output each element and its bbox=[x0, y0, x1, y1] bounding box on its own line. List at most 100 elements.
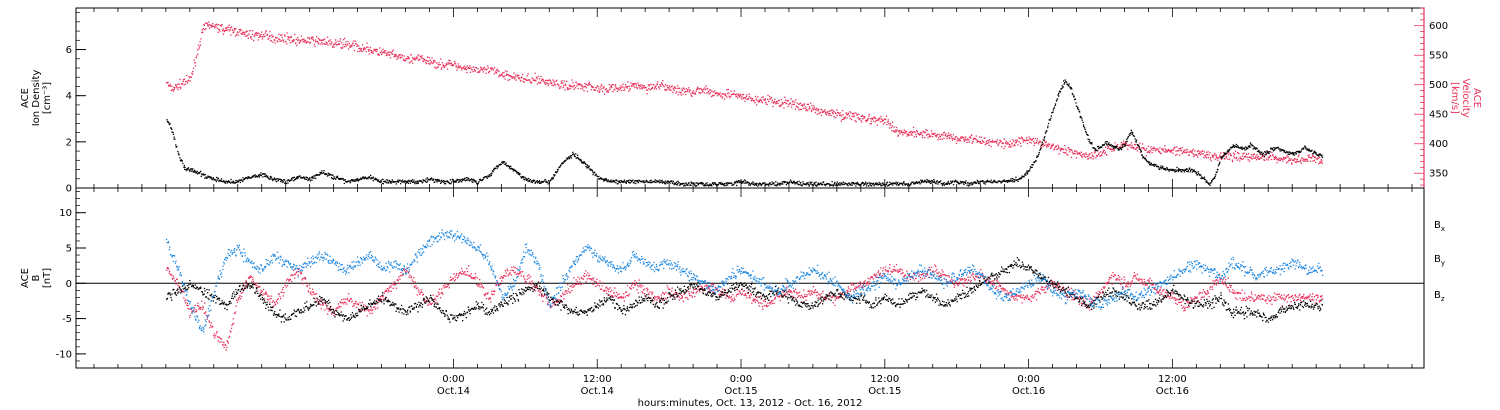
density-point bbox=[807, 182, 809, 184]
velocity-point bbox=[863, 116, 866, 119]
velocity-point bbox=[607, 91, 609, 93]
velocity-point bbox=[600, 83, 602, 86]
density-point bbox=[969, 182, 971, 184]
velocity-point bbox=[394, 55, 396, 57]
velocity-point bbox=[1232, 152, 1235, 154]
velocity-point bbox=[374, 49, 376, 51]
density-point bbox=[1054, 104, 1056, 106]
density-point bbox=[789, 179, 792, 181]
velocity-point bbox=[1242, 153, 1244, 155]
velocity-point bbox=[921, 136, 923, 139]
velocity-point bbox=[1009, 140, 1011, 142]
velocity-point bbox=[953, 138, 955, 140]
bz-point bbox=[266, 293, 268, 295]
velocity-point bbox=[667, 87, 669, 89]
density-point bbox=[526, 179, 528, 181]
velocity-point bbox=[895, 130, 897, 133]
density-point bbox=[528, 180, 530, 183]
density-point bbox=[266, 175, 269, 177]
density-point bbox=[1319, 153, 1321, 155]
density-point bbox=[1315, 153, 1317, 155]
velocity-point bbox=[1204, 156, 1207, 158]
velocity-point bbox=[686, 91, 688, 93]
density-point bbox=[496, 165, 498, 168]
density-point bbox=[239, 181, 241, 184]
velocity-point bbox=[488, 72, 490, 74]
velocity-point bbox=[223, 30, 225, 33]
density-point bbox=[351, 179, 353, 181]
bz-point bbox=[353, 303, 355, 305]
velocity-point bbox=[647, 84, 650, 86]
density-point bbox=[1158, 166, 1160, 168]
density-point bbox=[500, 163, 502, 165]
density-point bbox=[1028, 170, 1031, 172]
velocity-point bbox=[659, 84, 661, 86]
velocity-point bbox=[352, 42, 354, 45]
density-point bbox=[690, 182, 693, 184]
density-point bbox=[477, 183, 479, 185]
density-point bbox=[524, 176, 526, 178]
velocity-point bbox=[281, 34, 283, 36]
density-point bbox=[1250, 143, 1252, 145]
velocity-point bbox=[609, 88, 611, 91]
density-point bbox=[682, 183, 684, 185]
velocity-point bbox=[246, 30, 248, 32]
velocity-point bbox=[414, 59, 416, 61]
density-point bbox=[613, 181, 615, 183]
density-point bbox=[594, 174, 596, 177]
velocity-point bbox=[449, 62, 452, 64]
velocity-point bbox=[251, 30, 254, 32]
density-point bbox=[1174, 171, 1176, 173]
density-point bbox=[283, 179, 285, 181]
density-point bbox=[177, 152, 180, 154]
velocity-point bbox=[607, 89, 609, 92]
density-point bbox=[1220, 156, 1222, 158]
density-point bbox=[352, 179, 354, 181]
density-point bbox=[305, 178, 307, 181]
velocity-point bbox=[706, 88, 709, 90]
density-point bbox=[504, 163, 507, 166]
density-point bbox=[773, 182, 775, 185]
density-point bbox=[779, 183, 781, 185]
density-point bbox=[1153, 165, 1155, 167]
density-point bbox=[934, 182, 936, 184]
velocity-point bbox=[614, 85, 616, 87]
density-point bbox=[1031, 166, 1033, 168]
velocity-point bbox=[1133, 146, 1135, 149]
velocity-point bbox=[530, 81, 532, 83]
density-point bbox=[703, 184, 705, 187]
bz-point bbox=[359, 308, 361, 310]
velocity-point bbox=[375, 48, 377, 50]
density-point bbox=[1172, 168, 1174, 171]
density-point bbox=[1146, 160, 1148, 163]
density-point bbox=[384, 181, 386, 183]
density-point bbox=[806, 182, 808, 184]
velocity-point bbox=[1185, 152, 1187, 154]
velocity-point bbox=[256, 34, 258, 36]
velocity-point bbox=[1321, 162, 1323, 164]
velocity-point bbox=[728, 95, 730, 97]
density-point bbox=[1087, 134, 1089, 136]
velocity-point bbox=[592, 86, 594, 88]
density-point bbox=[549, 180, 551, 182]
density-point bbox=[861, 182, 863, 185]
density-point bbox=[785, 181, 787, 183]
density-point bbox=[246, 177, 248, 180]
bz-point bbox=[204, 302, 206, 304]
density-point bbox=[538, 181, 540, 183]
velocity-point bbox=[733, 93, 735, 95]
velocity-point bbox=[556, 83, 559, 85]
density-point bbox=[725, 182, 727, 185]
density-point bbox=[1078, 108, 1080, 111]
velocity-point bbox=[839, 114, 841, 116]
velocity-point bbox=[891, 121, 894, 123]
velocity-point bbox=[306, 41, 308, 43]
density-point bbox=[952, 184, 955, 186]
density-point bbox=[191, 170, 193, 173]
velocity-point bbox=[602, 87, 604, 89]
velocity-point bbox=[698, 92, 700, 94]
bz-point bbox=[208, 321, 211, 323]
density-point bbox=[359, 179, 361, 181]
bz-point bbox=[288, 280, 290, 282]
density-point bbox=[941, 184, 944, 187]
